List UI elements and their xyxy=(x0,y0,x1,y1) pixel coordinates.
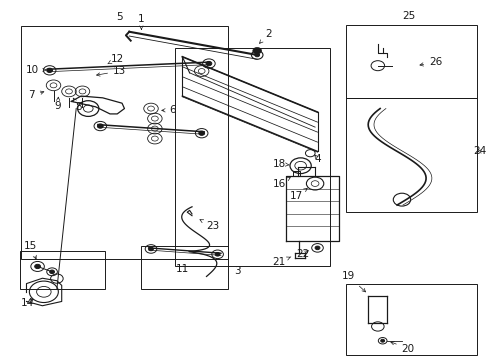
Circle shape xyxy=(314,246,319,249)
Text: 14: 14 xyxy=(21,298,35,308)
Circle shape xyxy=(380,339,384,342)
Circle shape xyxy=(47,68,52,72)
Text: 8: 8 xyxy=(73,98,82,112)
Text: 24: 24 xyxy=(472,147,486,157)
Text: 12: 12 xyxy=(107,54,123,64)
Text: 4: 4 xyxy=(314,154,320,163)
Text: 21: 21 xyxy=(272,257,290,267)
Circle shape xyxy=(215,252,220,256)
Text: 3: 3 xyxy=(234,266,241,276)
Text: 10: 10 xyxy=(26,65,46,75)
Circle shape xyxy=(252,48,261,54)
Polygon shape xyxy=(285,176,339,241)
Text: 18: 18 xyxy=(273,159,289,169)
Circle shape xyxy=(50,270,54,274)
Text: 5: 5 xyxy=(116,13,122,22)
Polygon shape xyxy=(26,278,61,306)
Text: 6: 6 xyxy=(162,105,176,115)
Text: 11: 11 xyxy=(175,264,189,274)
Text: 23: 23 xyxy=(200,220,219,231)
Text: 20: 20 xyxy=(390,342,414,354)
Text: 19: 19 xyxy=(342,271,365,292)
Circle shape xyxy=(148,247,153,251)
Text: 16: 16 xyxy=(273,177,290,189)
Text: 17: 17 xyxy=(289,188,306,201)
Text: 9: 9 xyxy=(55,97,61,111)
Circle shape xyxy=(97,124,103,128)
Text: 25: 25 xyxy=(402,11,415,21)
Circle shape xyxy=(254,53,259,57)
Circle shape xyxy=(199,131,204,135)
Text: 2: 2 xyxy=(259,28,271,44)
Text: 22: 22 xyxy=(296,249,309,259)
Text: 7: 7 xyxy=(28,90,44,100)
Text: 26: 26 xyxy=(419,57,442,67)
Circle shape xyxy=(35,264,41,269)
Text: 1: 1 xyxy=(138,14,144,29)
Text: 13: 13 xyxy=(97,66,126,76)
Circle shape xyxy=(205,62,211,66)
Text: 15: 15 xyxy=(24,241,37,259)
